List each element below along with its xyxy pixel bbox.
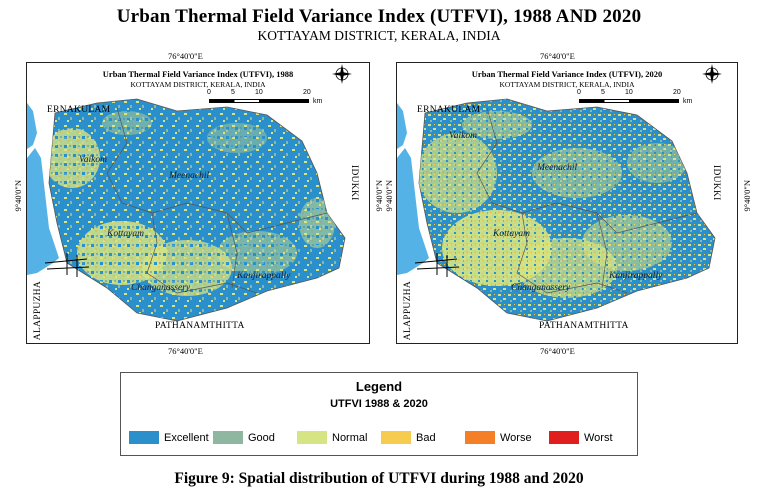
scale-unit: km: [313, 98, 323, 105]
label-pathanamthitta: PATHANAMTHITTA: [155, 321, 245, 331]
map-1988: Urban Thermal Field Variance Index (UTFV…: [26, 62, 370, 344]
label-kottayam: Kottayam: [107, 229, 144, 239]
label-pathanamthitta: PATHANAMTHITTA: [539, 321, 629, 331]
map-1988-subtitle: KOTTAYAM DISTRICT, KERALA, INDIA: [130, 80, 266, 89]
label-kanjirappally: Kanjirappally: [237, 271, 291, 281]
map-2020-title: Urban Thermal Field Variance Index (UTFV…: [471, 69, 663, 79]
scale-bar-graphic: [209, 99, 309, 103]
map-2020-subtitle: KOTTAYAM DISTRICT, KERALA, INDIA: [499, 80, 635, 89]
longitude-label-bottom-right: 76°40'0"E: [540, 346, 575, 356]
label-kottayam: Kottayam: [493, 229, 530, 239]
legend-item-excellent: Excellent: [129, 431, 213, 444]
label-idukki: IDUKKI: [349, 165, 359, 201]
map-1988-title: Urban Thermal Field Variance Index (UTFV…: [102, 69, 294, 79]
legend-item-worst: Worst: [549, 431, 633, 444]
longitude-label-top-left: 76°40'0"E: [168, 51, 203, 61]
north-arrow-2020: [702, 64, 722, 84]
legend-item-worse: Worse: [465, 431, 549, 444]
scale-tick-5: 5: [601, 89, 605, 96]
legend-label-normal: Normal: [332, 431, 368, 444]
map-2020-graphic: [397, 98, 716, 322]
figure-caption: Figure 9: Spatial distribution of UTFVI …: [174, 470, 584, 487]
legend-swatch-excellent: [129, 431, 159, 444]
legend-item-bad: Bad: [381, 431, 465, 444]
legend-label-worst: Worst: [584, 431, 613, 444]
legend: Legend UTFVI 1988 & 2020 Excellent Good …: [120, 372, 638, 456]
latitude-label-left-1: 9°40'0"N: [13, 180, 23, 212]
scale-tick-10: 10: [255, 89, 263, 96]
legend-title: Legend: [355, 379, 403, 394]
scale-tick-0: 0: [207, 89, 211, 96]
legend-swatch-normal: [297, 431, 327, 444]
legend-label-good: Good: [248, 431, 275, 444]
label-meenachil: Meenachil: [169, 171, 210, 181]
figure-title: Urban Thermal Field Variance Index (UTFV…: [116, 6, 642, 27]
longitude-label-top-right: 76°40'0"E: [540, 51, 575, 61]
legend-swatch-good: [213, 431, 243, 444]
legend-item-good: Good: [213, 431, 297, 444]
latitude-label-right-1: 9°40'0"N: [384, 180, 394, 212]
label-kanjirappally: Kanjirappally: [609, 271, 663, 281]
legend-swatch-worse: [465, 431, 495, 444]
label-changanassery: Changanassery: [511, 283, 571, 293]
legend-swatch-worst: [549, 431, 579, 444]
label-idukki: IDUKKI: [711, 165, 721, 201]
north-arrow-1988: [332, 64, 352, 84]
scale-tick-20: 20: [673, 89, 681, 96]
figure-subtitle: KOTTAYAM DISTRICT, KERALA, INDIA: [257, 28, 501, 43]
label-ernakulam: ERNAKULAM: [47, 105, 111, 115]
label-alappuzha: ALAPPUZHA: [33, 281, 43, 341]
scale-tick-0: 0: [577, 89, 581, 96]
legend-item-normal: Normal: [297, 431, 381, 444]
latitude-label-right-2: 9°40'0"N: [742, 180, 752, 212]
label-vaikom: Vaikom: [449, 131, 477, 141]
legend-swatch-bad: [381, 431, 411, 444]
legend-label-bad: Bad: [416, 431, 436, 444]
label-changanassery: Changanassery: [131, 283, 191, 293]
legend-items: Excellent Good Normal Bad Worse Worst: [129, 431, 633, 444]
label-vaikom: Vaikom: [79, 155, 107, 165]
legend-label-excellent: Excellent: [164, 431, 209, 444]
label-alappuzha: ALAPPUZHA: [403, 281, 413, 341]
legend-label-worse: Worse: [500, 431, 532, 444]
map-2020: Urban Thermal Field Variance Index (UTFV…: [396, 62, 738, 344]
map-1988-graphic: [27, 98, 346, 322]
legend-subtitle: UTFVI 1988 & 2020: [330, 398, 428, 410]
scale-tick-5: 5: [231, 89, 235, 96]
scale-tick-20: 20: [303, 89, 311, 96]
longitude-label-bottom-left: 76°40'0"E: [168, 346, 203, 356]
scale-bar-graphic: [579, 99, 679, 103]
latitude-label-left-2: 9°40'0"N: [374, 180, 384, 212]
label-ernakulam: ERNAKULAM: [417, 105, 481, 115]
scale-unit: km: [683, 98, 693, 105]
scale-tick-10: 10: [625, 89, 633, 96]
label-meenachil: Meenachil: [537, 163, 578, 173]
